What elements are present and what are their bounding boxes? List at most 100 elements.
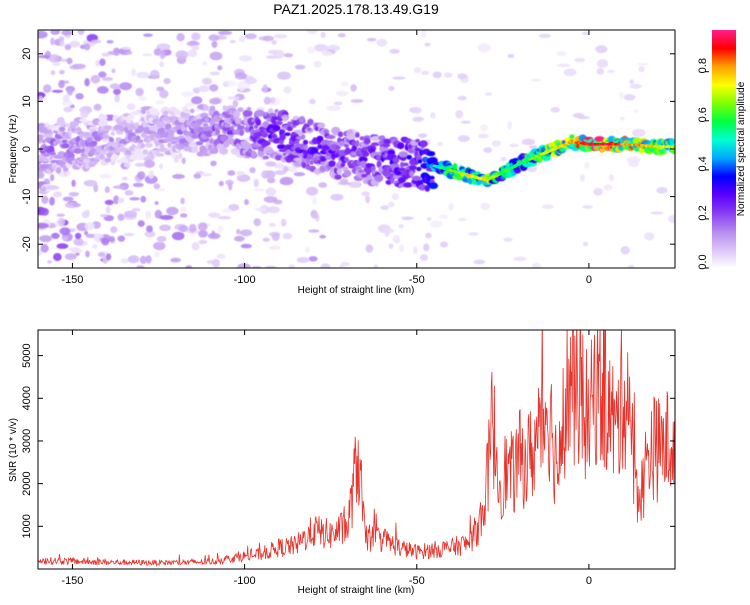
noise-blob (49, 196, 55, 206)
noise-blob (210, 160, 217, 167)
noise-blob (367, 37, 377, 42)
noise-blob (457, 95, 467, 101)
noise-blob (234, 235, 245, 242)
snr-panel: -150 -100 -50 0 1000 2000 3000 4000 5000 Height … (8, 329, 676, 596)
noise-blob (337, 33, 346, 38)
noise-blob (320, 31, 326, 39)
noise-blob (59, 227, 71, 236)
noise-blob (155, 100, 165, 105)
noise-blob (50, 37, 55, 46)
noise-blob (283, 86, 292, 94)
noise-blob (473, 259, 486, 265)
noise-blob (159, 224, 171, 232)
noise-blob (192, 87, 201, 94)
noise-blob (208, 212, 221, 218)
noise-blob (101, 237, 110, 246)
noise-blob (153, 48, 162, 56)
noise-blob (209, 71, 220, 76)
noise-blob (430, 112, 436, 119)
noise-blob (341, 81, 349, 87)
noise-blob (131, 68, 136, 77)
noise-blob (557, 63, 571, 68)
noise-blob (117, 235, 126, 242)
noise-blob (63, 106, 73, 113)
snr-ticks: -150 -100 -50 0 1000 2000 3000 4000 5000 (21, 330, 675, 587)
ridge-blob (142, 121, 149, 129)
noise-blob (584, 161, 590, 169)
noise-blob (268, 49, 278, 55)
ridge-blob (363, 137, 371, 145)
noise-blob (48, 54, 60, 63)
noise-blob (268, 222, 276, 227)
noise-blob (53, 253, 62, 261)
noise-blob (650, 211, 664, 215)
ridge-blob (242, 109, 253, 117)
ridge-blob (355, 133, 360, 138)
ridge-blob (359, 156, 368, 163)
noise-blob (318, 182, 328, 188)
noise-blob (144, 230, 156, 238)
ridge-blob (88, 162, 96, 167)
colorbar-tick-label: 0.6 (697, 107, 709, 122)
noise-blob (154, 201, 159, 205)
noise-blob (84, 78, 90, 87)
noise-blob (193, 173, 202, 179)
noise-blob (239, 55, 252, 62)
noise-blob (263, 196, 278, 203)
colorbar-tick-label: 0.8 (697, 58, 709, 73)
noise-blob (282, 232, 293, 240)
noise-blob (197, 222, 208, 232)
x-tick-label: 0 (586, 575, 592, 587)
ridge-blob (103, 125, 113, 130)
ridge-blob (38, 134, 45, 140)
noise-blob (140, 195, 147, 203)
noise-blob (95, 59, 100, 67)
noise-blob (365, 195, 370, 204)
noise-blob (668, 214, 675, 224)
ridge-blob (94, 150, 101, 156)
ridge-blob (207, 144, 213, 151)
ridge-blob (223, 123, 231, 128)
snr-x-axis-label: Height of straight line (km) (298, 585, 415, 596)
noise-blob (191, 32, 201, 41)
noise-blob (80, 110, 89, 119)
noise-blob (159, 215, 174, 220)
noise-blob (310, 209, 318, 219)
ridge-blob (331, 126, 341, 135)
noise-blob (67, 88, 73, 96)
noise-blob (59, 40, 65, 47)
ridge-blob (307, 127, 312, 132)
noise-blob (92, 244, 98, 250)
noise-blob (223, 80, 237, 87)
noise-blob (388, 201, 395, 208)
noise-blob (264, 161, 276, 167)
ridge-blob (219, 134, 228, 142)
ridge-blob (255, 119, 262, 126)
noise-blob (582, 241, 589, 247)
noise-blob (608, 174, 614, 182)
noise-blob (269, 97, 276, 104)
noise-blob (607, 69, 615, 74)
noise-blob (227, 96, 240, 100)
noise-blob (200, 173, 213, 177)
ridge-blob (262, 155, 270, 160)
noise-blob (134, 162, 146, 167)
noise-blob (392, 235, 401, 243)
ridge-blob (219, 147, 229, 155)
noise-blob (440, 241, 448, 248)
ridge-blob (414, 147, 421, 152)
noise-blob (41, 195, 49, 204)
noise-blob (629, 83, 642, 89)
noise-blob (361, 191, 370, 197)
noise-blob (38, 171, 45, 179)
noise-blob (637, 62, 649, 66)
ridge-blob (671, 149, 675, 155)
noise-blob (244, 33, 257, 40)
noise-blob (478, 133, 489, 139)
noise-blob (118, 197, 125, 203)
noise-blob (211, 40, 218, 48)
noise-blob (153, 183, 161, 190)
noise-blob (119, 82, 132, 91)
